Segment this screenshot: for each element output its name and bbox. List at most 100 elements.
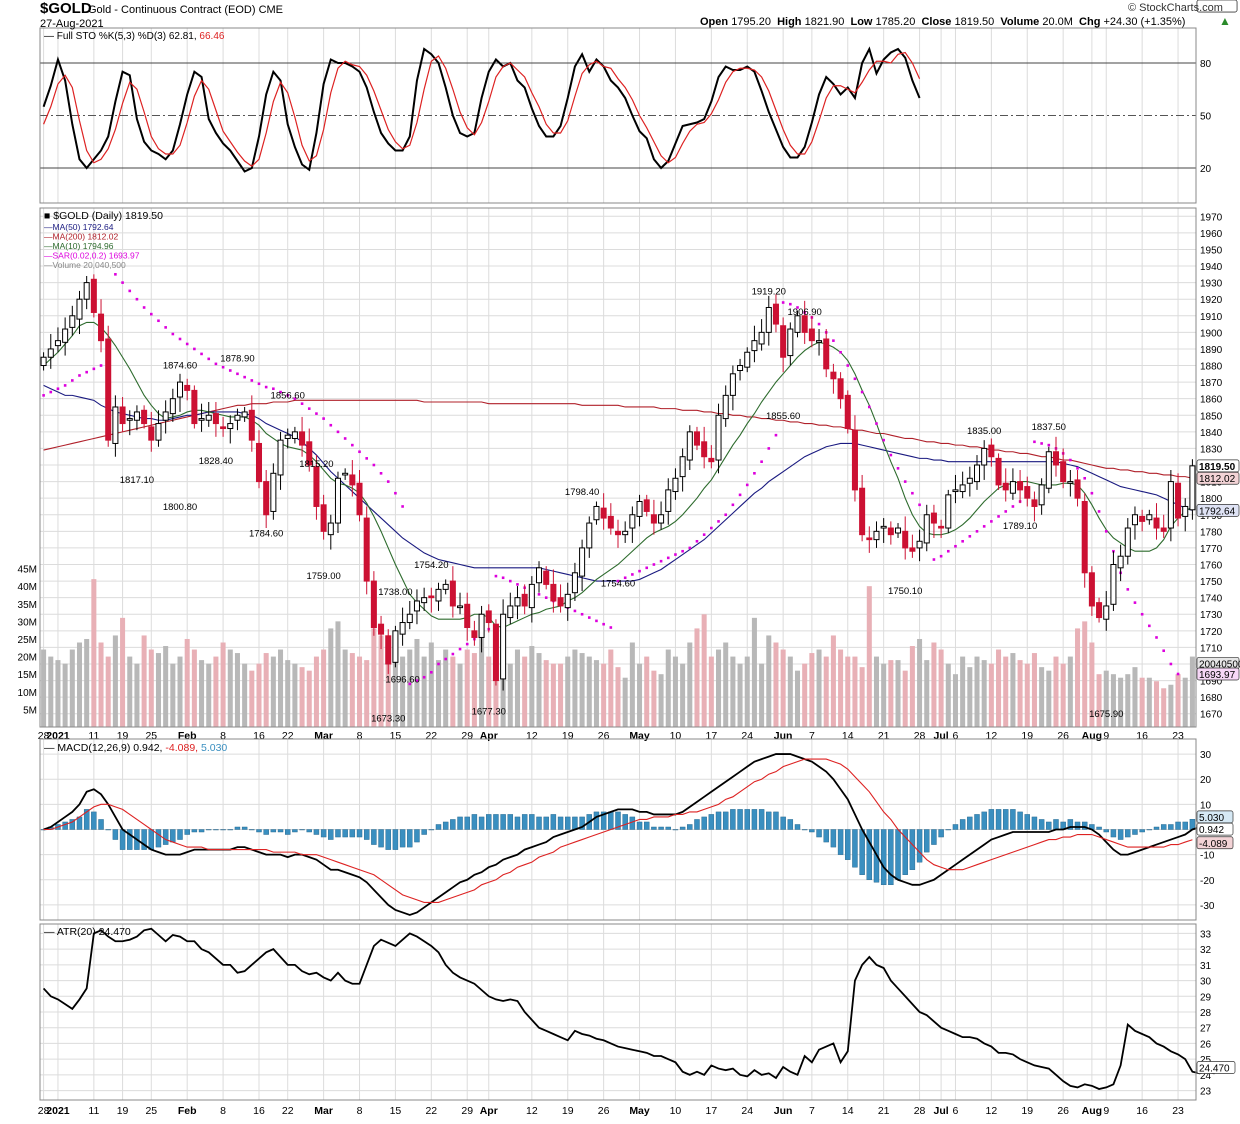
sar-dot [544,596,548,599]
volume-bar [105,656,111,727]
macd-histogram-bar [557,816,564,830]
sar-dot [63,384,67,387]
price-annotation: 1800.80 [163,502,197,513]
x-axis-label-bottom: 21 [878,1105,890,1117]
candle-body [1167,481,1174,529]
macd-histogram-bar [83,809,90,830]
volume-bar [701,614,707,727]
x-axis-label-bottom: 22 [282,1105,294,1117]
macd-histogram-bar [715,811,722,830]
x-axis-label-bottom: 16 [1136,1105,1148,1117]
sar-dot [853,377,857,381]
candle-body [363,517,370,582]
macd-histogram-bar [859,829,865,875]
sar-dot [1069,458,1072,462]
sar-dot [178,337,182,341]
sar-dot [602,622,605,626]
candle-body [234,414,241,421]
macd-histogram-bar [572,816,578,830]
volume-bar [1132,667,1138,727]
price-legend-item: —MA(200) 1812.02 [44,232,118,242]
candle-body [1038,484,1045,506]
candle-body [378,623,385,635]
sar-dot [695,539,699,543]
sar-dot [171,332,175,336]
macd-histogram-bar [593,811,600,830]
volume-bar [177,656,183,727]
candle-body [930,512,937,524]
price-annotation: 1878.90 [220,353,254,364]
x-axis-label-price: 14 [842,730,854,742]
volume-bar [486,656,492,727]
sar-dot [329,423,333,427]
candle-body [191,389,198,425]
x-axis-label-bottom: 22 [425,1105,437,1117]
x-axis-label-price: Feb [178,730,197,742]
sar-dot [860,390,864,394]
macd-tick-label: -10 [1200,851,1215,862]
sar-dot [1126,588,1130,591]
candle-body [62,328,69,343]
macd-histogram-bar [845,829,851,860]
volume-bar [443,649,449,727]
price-annotation: 1798.40 [565,487,599,498]
macd-histogram-bar [644,821,650,830]
candle-body [945,494,952,529]
volume-bar [838,649,844,727]
sar-dot [846,364,850,367]
macd-histogram-bar [636,821,643,830]
sar-dot [1090,491,1094,495]
volume-bar [385,649,391,727]
macd-histogram-bar [737,809,743,830]
price-tick-label: 1770 [1200,544,1223,555]
price-tick-label: 1840 [1200,428,1223,439]
macd-histogram-bar [234,826,241,830]
sar-dot [1004,510,1008,513]
price-tick-label: 1680 [1200,693,1223,704]
sar-dot [1040,442,1043,445]
candle-body [1052,451,1060,466]
volume-bar [1161,688,1167,727]
candle-body [162,411,169,421]
candle-body [69,315,76,328]
x-axis-label-bottom: May [629,1105,650,1117]
volume-bar [471,653,477,727]
price-tick-label: 1720 [1200,627,1223,638]
volume-bar [802,663,808,727]
atr-tick-label: 27 [1200,1024,1212,1035]
macd-histogram-bar [292,829,298,833]
sar-dot [351,443,354,447]
price-annotation: 1754.60 [601,578,635,589]
candle-body [737,365,744,371]
price-tick-label: 1900 [1200,328,1223,339]
macd-histogram-bar [1017,811,1023,830]
sar-dot [494,574,498,578]
sar-dot [1011,505,1015,508]
sar-dot [573,609,577,613]
candle-body [198,418,205,421]
volume-bar [629,642,635,727]
macd-histogram-bar [155,829,162,848]
close-label: Close [921,16,952,28]
volume-bar [328,628,334,727]
chg-value: +24.30 (+1.35%) [1103,16,1186,28]
candle-body [98,313,105,342]
sto-legend-d: 66.46 [199,31,224,42]
price-annotation: 1738.00 [378,587,412,598]
sar-dot [207,357,211,361]
macd-histogram-bar [378,829,384,848]
volume-bar [1024,663,1030,727]
sar-dot [638,569,641,573]
volume-bar [558,663,564,727]
sar-dot [961,539,964,543]
sar-dot [49,390,53,394]
candle-body [521,593,528,607]
volume-bar [1067,656,1073,727]
macd-histogram-bar [241,826,248,830]
candle-body [715,414,722,461]
x-axis-label-price: 28 [914,730,926,742]
volume-bar [680,663,686,727]
price-tick-label: 1760 [1200,561,1223,572]
volume-bar [895,660,901,727]
candle-body [291,431,298,439]
